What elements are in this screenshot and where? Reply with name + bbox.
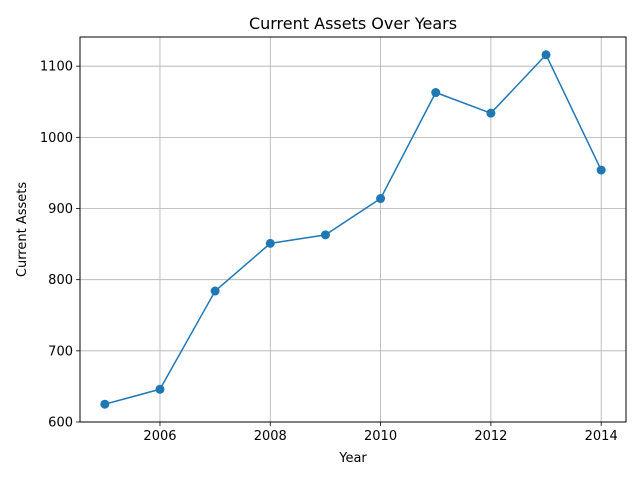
x-tick-label: 2012 <box>474 429 507 444</box>
data-point <box>541 50 551 60</box>
data-point <box>486 108 496 118</box>
y-axis-title: Current Assets <box>15 182 30 277</box>
x-tick-label: 2008 <box>254 429 287 444</box>
series-line <box>104 54 602 405</box>
x-axis-title: Year <box>338 451 367 466</box>
y-tick-label: 800 <box>48 273 73 288</box>
data-point <box>320 230 330 240</box>
y-tick-label: 700 <box>48 344 73 359</box>
chart-title: Current Assets Over Years <box>249 14 457 33</box>
x-tick-label: 2010 <box>364 429 397 444</box>
y-tick-label: 1100 <box>40 60 73 75</box>
y-tick-label: 900 <box>48 202 73 217</box>
data-point <box>210 286 220 296</box>
plot-area-frame <box>79 36 627 423</box>
ticks: 2006 2008 2010 2012 2014 600 700 800 900 1000 1100 <box>40 60 618 444</box>
data-point <box>376 194 386 204</box>
data-point <box>596 165 606 175</box>
data-point <box>431 88 441 98</box>
y-tick-label: 1000 <box>40 131 73 146</box>
data-point <box>155 384 165 394</box>
data-point <box>265 238 275 248</box>
series-layer <box>100 50 606 409</box>
data-point <box>100 399 110 409</box>
x-tick-label: 2006 <box>143 429 176 444</box>
y-tick-label: 600 <box>48 416 73 431</box>
x-tick-label: 2014 <box>585 429 618 444</box>
